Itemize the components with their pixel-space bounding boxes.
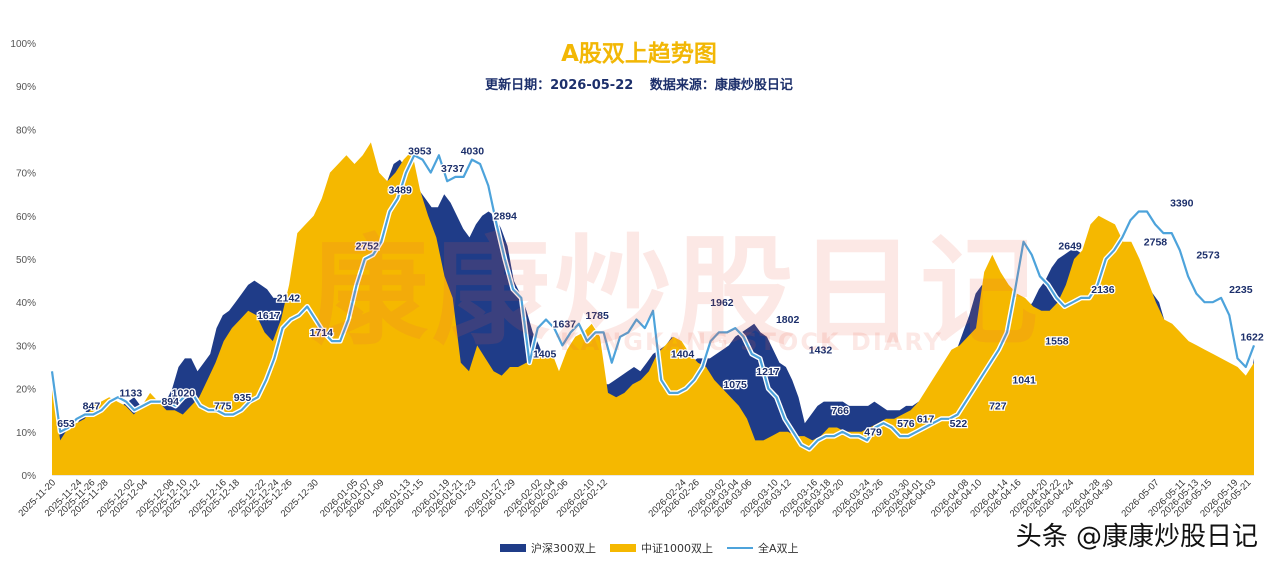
data-label: 2142 xyxy=(277,293,301,305)
data-label: 576 xyxy=(897,418,915,430)
chart-legend: 沪深300双上 中证1000双上 全A双上 xyxy=(500,540,799,556)
data-label: 1962 xyxy=(710,297,734,309)
y-tick-label: 20% xyxy=(16,385,36,396)
data-label: 1558 xyxy=(1045,336,1069,348)
data-label: 1133 xyxy=(119,388,142,400)
legend-swatch-all xyxy=(727,547,753,549)
legend-item-all: 全A双上 xyxy=(727,540,799,556)
data-label: 1404 xyxy=(671,349,695,361)
y-tick-label: 70% xyxy=(16,169,36,180)
data-label: 1802 xyxy=(776,314,800,326)
y-tick-label: 10% xyxy=(16,428,36,439)
data-label: 2752 xyxy=(356,241,380,253)
data-label: 2894 xyxy=(494,210,518,222)
data-label: 3953 xyxy=(408,146,432,158)
data-label: 2235 xyxy=(1229,284,1253,296)
data-label: 2649 xyxy=(1058,241,1082,253)
data-label: 1785 xyxy=(585,310,609,322)
data-label: 522 xyxy=(950,418,968,430)
data-label: 1041 xyxy=(1012,375,1036,387)
y-tick-label: 50% xyxy=(16,255,36,266)
legend-swatch-hs300 xyxy=(500,544,526,552)
data-label: 3390 xyxy=(1170,197,1194,209)
data-label: 2758 xyxy=(1144,236,1168,248)
y-tick-label: 30% xyxy=(16,341,36,352)
chart-lines xyxy=(49,152,1257,452)
data-label: 775 xyxy=(214,401,232,413)
source-signature: 头条 @康康炒股日记 xyxy=(1015,522,1258,552)
data-label: 3737 xyxy=(441,163,465,175)
y-tick-label: 100% xyxy=(10,39,36,50)
legend-label-zz1000: 中证1000双上 xyxy=(641,542,713,555)
data-label: 766 xyxy=(831,405,849,417)
data-label: 2573 xyxy=(1196,249,1220,261)
data-label: 1405 xyxy=(533,349,557,361)
update-date: 更新日期：2026-05-22 xyxy=(485,78,634,93)
data-label: 617 xyxy=(917,413,935,425)
data-label: 894 xyxy=(161,396,179,408)
series-area-1 xyxy=(52,142,1254,475)
data-label: 1020 xyxy=(172,388,196,400)
y-tick-label: 90% xyxy=(16,82,36,93)
y-tick-label: 40% xyxy=(16,298,36,309)
legend-label-hs300: 沪深300双上 xyxy=(531,542,596,555)
data-label: 653 xyxy=(57,418,75,430)
data-label: 479 xyxy=(864,426,882,438)
y-tick-label: 80% xyxy=(16,125,36,136)
data-label: 847 xyxy=(83,401,101,413)
data-label: 1637 xyxy=(553,318,577,330)
data-source: 数据来源：康康炒股日记 xyxy=(649,78,793,93)
watermark-subtext: KANGKANG STOCK DIARY xyxy=(560,328,943,356)
data-label: 2136 xyxy=(1091,284,1115,296)
data-label: 1217 xyxy=(756,366,780,378)
legend-label-all: 全A双上 xyxy=(758,542,799,555)
legend-swatch-zz1000 xyxy=(610,544,636,552)
data-label: 4030 xyxy=(461,146,485,158)
watermark-text: 康康炒股日记 xyxy=(310,223,1043,361)
data-label: 1075 xyxy=(723,379,747,391)
data-label: 935 xyxy=(234,392,252,404)
legend-item-hs300: 沪深300双上 xyxy=(500,540,596,556)
data-label: 1714 xyxy=(310,327,334,339)
chart-areas xyxy=(52,142,1254,475)
data-label: 1432 xyxy=(809,344,833,356)
data-label: 1617 xyxy=(257,310,281,322)
y-tick-label: 60% xyxy=(16,212,36,223)
legend-item-zz1000: 中证1000双上 xyxy=(610,540,713,556)
chart-title: A股双上趋势图 xyxy=(561,41,717,67)
series-line-2 xyxy=(50,154,1256,451)
chart-subtitle: 更新日期：2026-05-22 数据来源：康康炒股日记 xyxy=(0,74,1278,93)
x-axis: 2025-11-202025-11-242025-11-262025-11-28… xyxy=(16,477,1253,519)
data-label: 1622 xyxy=(1240,331,1264,343)
data-label: 3489 xyxy=(388,185,412,197)
data-label: 727 xyxy=(989,401,1007,413)
y-tick-label: 0% xyxy=(22,471,37,482)
